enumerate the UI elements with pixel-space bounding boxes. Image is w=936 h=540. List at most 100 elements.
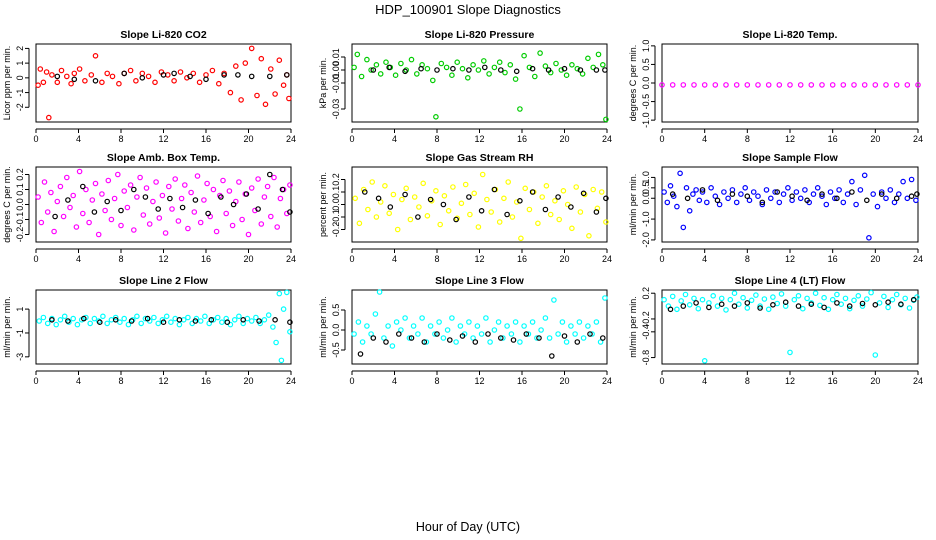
data-point: [279, 186, 286, 193]
data-point: [878, 191, 885, 197]
data-point: [512, 76, 519, 82]
data-point: [393, 319, 400, 325]
data-point: [755, 82, 761, 88]
x-tick-label: 16: [201, 376, 211, 386]
x-tick-label: 4: [702, 254, 707, 264]
data-point: [192, 197, 199, 203]
data-point: [441, 193, 448, 199]
data-point: [449, 315, 455, 321]
data-point: [57, 183, 64, 190]
data-point: [432, 331, 438, 337]
data-point: [92, 180, 99, 187]
data-point: [36, 318, 43, 324]
data-point: [491, 327, 498, 333]
data-point: [201, 197, 207, 203]
data-point: [712, 82, 719, 88]
data-point: [684, 195, 691, 202]
data-point: [731, 303, 738, 309]
data-point: [849, 189, 855, 195]
data-point: [563, 72, 570, 79]
panel-title: Slope Line 4 (LT) Flow: [735, 275, 846, 287]
data-point: [910, 296, 917, 303]
data-point: [481, 64, 488, 71]
data-point: [221, 72, 227, 78]
data-point: [440, 201, 447, 208]
data-point: [659, 82, 665, 88]
y-tick-label: 0.5: [641, 182, 651, 195]
x-tick-label: 8: [745, 376, 750, 386]
data-point: [543, 183, 550, 189]
data-point: [373, 62, 380, 68]
data-point: [236, 313, 242, 320]
x-tick-label: 4: [702, 376, 707, 386]
data-point: [121, 70, 128, 77]
data-point: [765, 306, 772, 313]
data-point: [434, 331, 440, 337]
data-point: [555, 194, 561, 200]
data-point: [513, 199, 520, 205]
data-point: [458, 200, 465, 207]
data-point: [258, 55, 265, 62]
data-point: [478, 331, 485, 337]
data-point: [866, 235, 872, 241]
data-point: [54, 79, 61, 86]
data-point: [851, 297, 857, 304]
x-tick-label: 12: [785, 254, 795, 264]
y-tick-label: 0.2: [641, 287, 651, 300]
y-tick-label: 2: [15, 46, 25, 51]
data-point: [504, 323, 510, 329]
data-point: [450, 65, 456, 72]
data-point: [86, 219, 92, 226]
data-point: [885, 299, 891, 306]
data-point: [280, 82, 287, 89]
x-tick-label: 8: [434, 254, 439, 264]
x-tick-label: 24: [602, 134, 612, 144]
data-point: [817, 302, 823, 309]
data-point: [240, 320, 247, 327]
data-point: [178, 195, 185, 202]
data-point: [407, 216, 414, 223]
x-tick-label: 8: [434, 376, 439, 386]
data-point: [464, 75, 471, 81]
data-point: [872, 352, 879, 358]
data-point: [139, 70, 146, 77]
x-tick-label: 16: [201, 254, 211, 264]
y-tick-label: 0.0: [641, 77, 651, 90]
panel-title: Slope Line 2 Flow: [119, 275, 209, 287]
y-tick-label: -1: [15, 329, 25, 337]
figure-xlabel: Hour of Day (UTC): [416, 520, 520, 534]
data-point: [599, 335, 606, 341]
plot-frame: [35, 289, 292, 365]
x-tick-label: 12: [158, 134, 168, 144]
data-point: [54, 73, 61, 80]
data-point: [73, 224, 80, 230]
data-point: [223, 210, 230, 217]
data-point: [693, 300, 699, 306]
data-point: [696, 197, 703, 204]
data-point: [457, 323, 464, 329]
data-point: [664, 199, 671, 206]
data-point: [408, 335, 415, 341]
data-point: [780, 191, 787, 197]
data-point: [41, 179, 48, 185]
data-point: [757, 305, 763, 311]
data-point: [272, 316, 278, 323]
data-point: [840, 82, 847, 88]
data-point: [54, 198, 61, 205]
data-point: [152, 79, 158, 86]
data-point: [538, 327, 544, 333]
data-point: [522, 185, 529, 192]
data-point: [40, 314, 47, 321]
data-point: [216, 80, 222, 87]
data-point: [740, 294, 746, 301]
data-point: [487, 339, 493, 345]
data-point: [683, 185, 690, 191]
data-point: [402, 191, 408, 198]
y-tick-label: -0.2: [15, 227, 25, 243]
data-point: [434, 67, 440, 73]
data-point: [369, 179, 376, 185]
data-point: [125, 321, 132, 328]
data-point: [235, 72, 241, 78]
data-point: [220, 177, 226, 184]
data-point: [496, 219, 503, 225]
